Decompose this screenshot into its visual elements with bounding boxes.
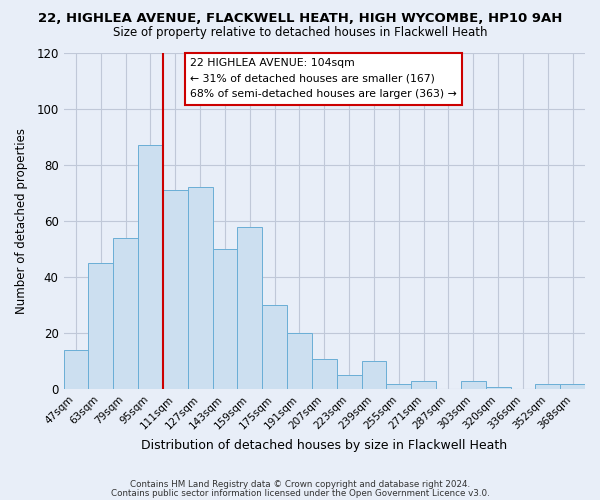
Bar [188, 188, 212, 390]
Y-axis label: Number of detached properties: Number of detached properties [15, 128, 28, 314]
Bar [64, 350, 88, 390]
Bar [535, 384, 560, 390]
Text: Size of property relative to detached houses in Flackwell Heath: Size of property relative to detached ho… [113, 26, 487, 39]
Bar [411, 381, 436, 390]
Bar [287, 334, 312, 390]
Bar [362, 362, 386, 390]
Text: Contains HM Land Registry data © Crown copyright and database right 2024.: Contains HM Land Registry data © Crown c… [130, 480, 470, 489]
Bar [212, 249, 238, 390]
Text: Contains public sector information licensed under the Open Government Licence v3: Contains public sector information licen… [110, 488, 490, 498]
X-axis label: Distribution of detached houses by size in Flackwell Heath: Distribution of detached houses by size … [141, 440, 508, 452]
Bar [312, 358, 337, 390]
Bar [485, 386, 511, 390]
Bar [461, 381, 485, 390]
Text: 22 HIGHLEA AVENUE: 104sqm
← 31% of detached houses are smaller (167)
68% of semi: 22 HIGHLEA AVENUE: 104sqm ← 31% of detac… [190, 58, 457, 100]
Text: 22, HIGHLEA AVENUE, FLACKWELL HEATH, HIGH WYCOMBE, HP10 9AH: 22, HIGHLEA AVENUE, FLACKWELL HEATH, HIG… [38, 12, 562, 26]
Bar [88, 263, 113, 390]
Bar [337, 376, 362, 390]
Bar [262, 305, 287, 390]
Bar [113, 238, 138, 390]
Bar [138, 145, 163, 390]
Bar [386, 384, 411, 390]
Bar [238, 226, 262, 390]
Bar [560, 384, 585, 390]
Bar [163, 190, 188, 390]
